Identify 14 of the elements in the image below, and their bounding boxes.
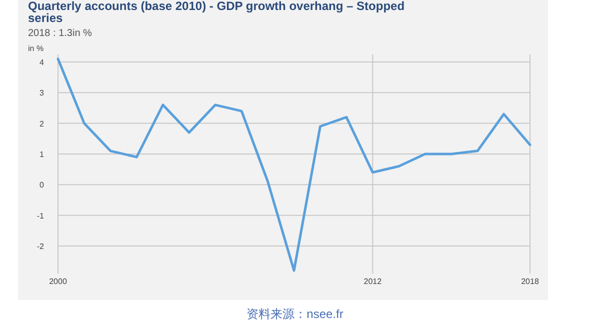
y-tick-label: -1 — [36, 211, 45, 220]
x-tick-label: 2018 — [521, 277, 540, 286]
text: 资料来源：nsee.fr — [246, 306, 344, 323]
y-tick-label: 1 — [40, 150, 45, 159]
y-tick-label: 3 — [40, 88, 45, 98]
y-tick-label: -2 — [36, 242, 45, 251]
chart-subtitle: 2018 : 1.3in % — [28, 28, 92, 39]
chart-title: Quarterly accounts (base 2010) - GDP growth overhang – Stopped series — [28, 0, 406, 25]
y-tick-label: 0 — [40, 180, 45, 190]
x-tick-label: 2000 — [49, 277, 68, 286]
x-tick-label: 2012 — [364, 277, 382, 286]
y-tick-label: 4 — [40, 58, 45, 67]
y-axis-title: in % — [28, 44, 44, 53]
y-tick-label: 2 — [40, 119, 45, 128]
